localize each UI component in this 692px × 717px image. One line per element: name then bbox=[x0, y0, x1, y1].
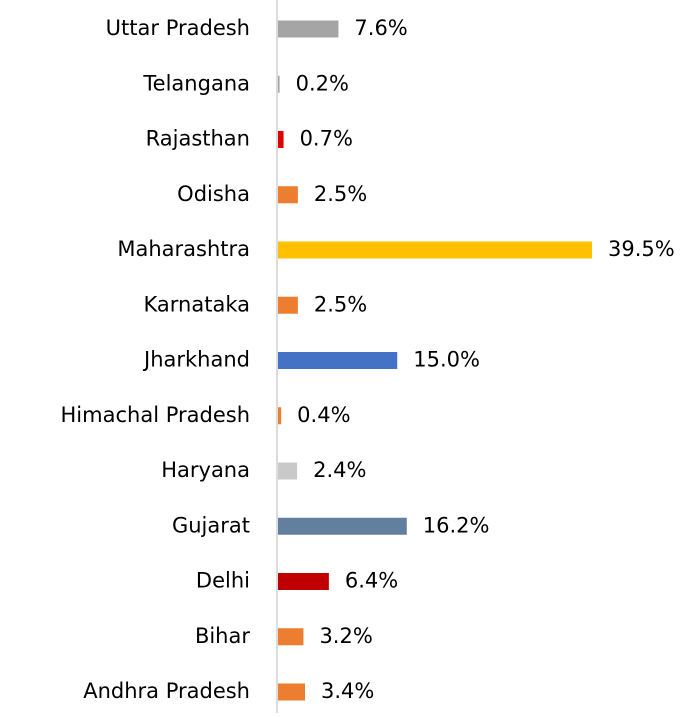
bar bbox=[278, 20, 339, 38]
value-label: 2.5% bbox=[314, 182, 367, 206]
category-label: Uttar Pradesh bbox=[106, 16, 250, 40]
category-label: Jharkhand bbox=[142, 348, 250, 372]
bar bbox=[278, 573, 329, 590]
value-label: 0.2% bbox=[296, 71, 349, 95]
value-label: 0.4% bbox=[297, 403, 350, 427]
category-label: Karnataka bbox=[144, 292, 250, 316]
value-label: 6.4% bbox=[345, 569, 398, 593]
category-label: Maharashtra bbox=[117, 237, 250, 261]
category-label: Andhra Pradesh bbox=[83, 679, 250, 703]
bar bbox=[278, 75, 280, 93]
bar bbox=[278, 407, 282, 425]
value-label: 3.2% bbox=[319, 624, 372, 648]
bar bbox=[278, 352, 398, 369]
bar bbox=[278, 131, 284, 148]
bar bbox=[278, 462, 298, 480]
category-label: Odisha bbox=[177, 182, 250, 206]
category-label: Gujarat bbox=[172, 513, 250, 537]
value-label: 39.5% bbox=[608, 237, 675, 261]
value-label: 16.2% bbox=[423, 513, 490, 537]
bar bbox=[278, 241, 592, 259]
bar bbox=[278, 296, 298, 314]
category-label: Delhi bbox=[196, 569, 250, 593]
category-label: Himachal Pradesh bbox=[61, 403, 250, 427]
value-label: 3.4% bbox=[321, 679, 374, 703]
value-label: 0.7% bbox=[300, 127, 353, 151]
bar bbox=[278, 628, 304, 646]
value-label: 2.4% bbox=[313, 458, 366, 482]
bar bbox=[278, 186, 298, 204]
category-label: Bihar bbox=[195, 624, 250, 648]
category-label: Telangana bbox=[142, 71, 250, 95]
category-label: Haryana bbox=[161, 458, 250, 482]
category-label: Rajasthan bbox=[146, 127, 250, 151]
value-label: 7.6% bbox=[354, 16, 407, 40]
value-label: 15.0% bbox=[413, 348, 480, 372]
value-label: 2.5% bbox=[314, 292, 367, 316]
bar bbox=[278, 517, 407, 535]
bar bbox=[278, 683, 306, 701]
